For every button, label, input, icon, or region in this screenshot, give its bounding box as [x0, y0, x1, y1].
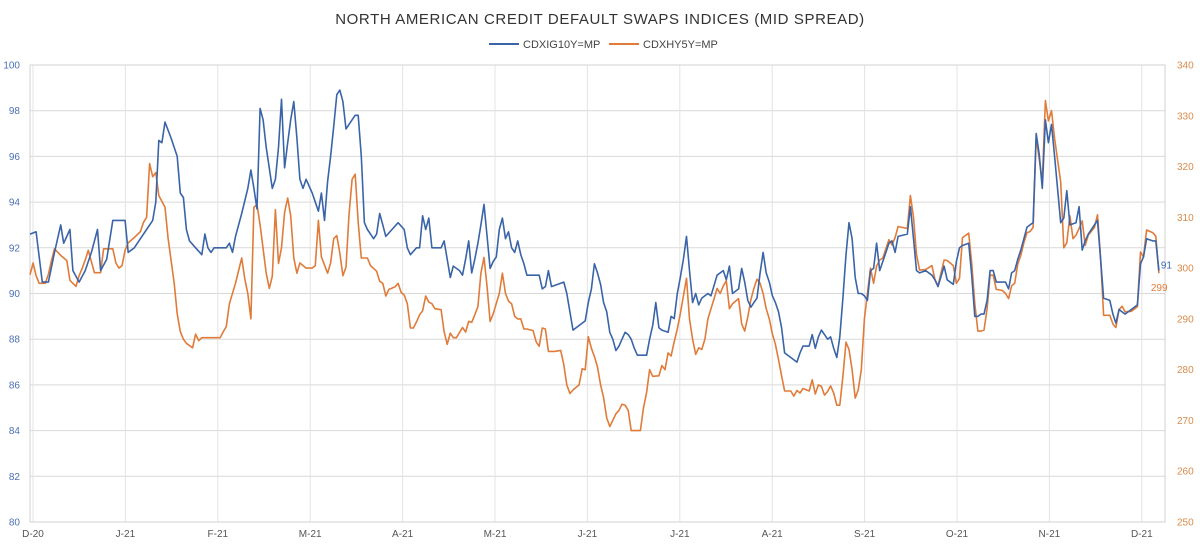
right-tick-label: 340 [1177, 61, 1194, 72]
x-axis-ticks: D-20 J-21 F-21 M-21 A-21 M-21 J-21 J-21 A-21 S-21… [22, 529, 1153, 540]
series-line-cdxhy5y [29, 99, 1160, 432]
right-tick-label: 290 [1177, 314, 1194, 325]
right-tick-label: 260 [1177, 467, 1194, 478]
series-lines [29, 89, 1160, 432]
x-tick-label: O-21 [946, 529, 969, 540]
right-tick-label: 320 [1177, 162, 1194, 173]
chart-title: NORTH AMERICAN CREDIT DEFAULT SWAPS INDI… [335, 11, 865, 28]
last-value-label-hy: 299 [1151, 283, 1168, 294]
series-line-cdxig10y [29, 89, 1160, 363]
left-tick-label: 90 [9, 289, 21, 300]
left-tick-label: 88 [9, 335, 21, 346]
legend-label-hy: CDXHY5Y=MP [643, 39, 718, 51]
legend-label-ig: CDXIG10Y=MP [523, 39, 600, 51]
x-tick-label: D-21 [1131, 529, 1153, 540]
right-tick-label: 330 [1177, 111, 1194, 122]
right-tick-label: 300 [1177, 264, 1194, 275]
x-tick-label: J-21 [116, 529, 136, 540]
right-tick-label: 270 [1177, 416, 1194, 427]
right-tick-label: 280 [1177, 365, 1194, 376]
x-tick-label: D-20 [22, 529, 44, 540]
left-tick-label: 94 [9, 198, 21, 209]
left-tick-label: 98 [9, 106, 21, 117]
left-tick-label: 92 [9, 243, 21, 254]
x-tick-label: F-21 [208, 529, 229, 540]
left-tick-label: 80 [9, 518, 21, 529]
last-value-labels: 91 299 [1151, 261, 1173, 295]
x-tick-label: N-21 [1039, 529, 1061, 540]
left-tick-label: 86 [9, 380, 21, 391]
left-tick-label: 84 [9, 426, 21, 437]
left-tick-label: 100 [3, 61, 20, 72]
right-tick-label: 250 [1177, 518, 1194, 529]
x-tick-label: M-21 [484, 529, 507, 540]
left-axis-ticks: 80 82 84 86 88 90 92 94 96 98 100 [3, 61, 20, 529]
x-tick-label: A-21 [762, 529, 784, 540]
left-tick-label: 82 [9, 472, 21, 483]
last-value-label-ig: 91 [1161, 261, 1173, 272]
right-axis-ticks: 250 260 270 280 290 300 310 320 330 340 [1177, 61, 1194, 529]
plot-area-border [29, 64, 1166, 523]
left-tick-label: 96 [9, 152, 21, 163]
gridlines [29, 64, 1166, 523]
x-tick-label: S-21 [854, 529, 876, 540]
x-tick-label: J-21 [578, 529, 598, 540]
x-tick-label: J-21 [670, 529, 690, 540]
x-tick-label: M-21 [299, 529, 322, 540]
right-tick-label: 310 [1177, 213, 1194, 224]
legend: CDXIG10Y=MP CDXHY5Y=MP [489, 39, 718, 51]
x-tick-label: A-21 [392, 529, 414, 540]
